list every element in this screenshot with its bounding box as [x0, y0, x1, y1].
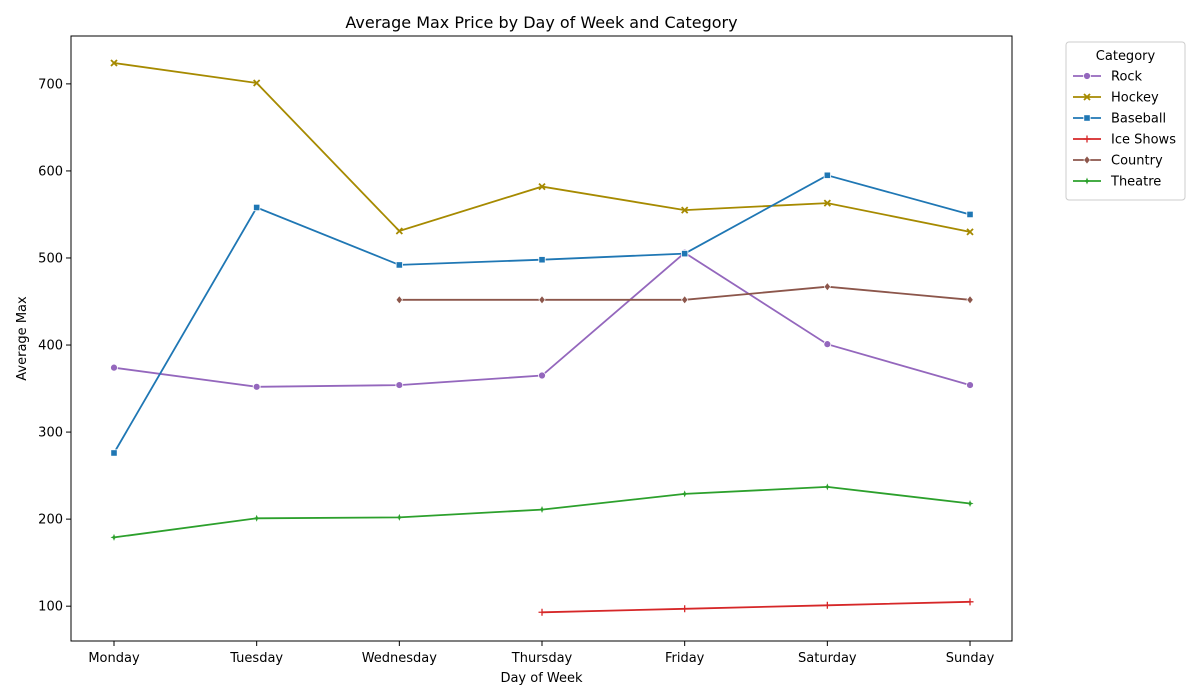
legend-entry-country: Country: [1073, 154, 1163, 169]
legend-marker: [1083, 135, 1091, 143]
x-tick-label: Friday: [665, 651, 705, 666]
x-tick-label: Wednesday: [362, 651, 438, 666]
legend-marker: [1083, 114, 1091, 122]
data-point-country-wednesday: [395, 295, 403, 305]
legend-marker: [1083, 177, 1091, 185]
y-tick-label: 600: [38, 164, 63, 179]
data-point-hockey-wednesday: [395, 227, 403, 235]
data-point-theatre-tuesday: [253, 514, 261, 522]
data-point-country-friday: [681, 295, 689, 305]
data-point-baseball-tuesday: [253, 203, 261, 212]
series-line-baseball: [113, 174, 971, 454]
legend-label: Country: [1111, 154, 1163, 169]
legend-label: Baseball: [1111, 112, 1166, 127]
series-line-ice-shows: [541, 600, 971, 614]
series-rock: [110, 248, 974, 391]
data-point-hockey-monday: [110, 59, 118, 67]
x-axis: Monday Tuesday Wednesday Thursday Friday Satu…: [88, 641, 995, 666]
legend-title: Category: [1096, 49, 1156, 64]
y-tick-label: 200: [38, 513, 63, 528]
x-tick-label: Thursday: [511, 651, 573, 666]
legend-marker: [1083, 93, 1091, 101]
x-tick-label: Saturday: [798, 651, 857, 666]
data-point-theatre-wednesday: [395, 513, 403, 521]
data-point-ice-shows-friday: [681, 605, 689, 613]
plot-area: [110, 59, 974, 616]
y-tick-label: 700: [38, 77, 63, 92]
plot-frame: [70, 35, 1013, 642]
y-tick-label: 300: [38, 426, 63, 441]
legend-label: Theatre: [1110, 175, 1161, 190]
legend-entry-theatre: Theatre: [1073, 175, 1161, 190]
data-point-theatre-thursday: [538, 506, 546, 514]
data-point-rock-monday: [110, 363, 118, 372]
data-point-rock-thursday: [538, 371, 546, 380]
data-point-hockey-tuesday: [253, 79, 261, 87]
data-point-baseball-wednesday: [395, 261, 403, 269]
series-country: [395, 282, 974, 305]
data-point-ice-shows-sunday: [966, 598, 974, 606]
data-point-rock-wednesday: [395, 381, 404, 389]
data-point-country-thursday: [538, 295, 546, 305]
data-point-hockey-sunday: [966, 228, 974, 236]
data-point-baseball-monday: [110, 449, 118, 457]
series-theatre: [110, 483, 974, 541]
data-point-rock-tuesday: [252, 382, 261, 391]
data-point-baseball-friday: [681, 250, 689, 258]
legend-label: Hockey: [1111, 91, 1159, 106]
data-point-hockey-friday: [681, 206, 689, 214]
data-point-country-sunday: [966, 295, 974, 305]
data-point-theatre-monday: [110, 533, 118, 541]
legend-entry-hockey: Hockey: [1073, 91, 1159, 106]
data-point-theatre-friday: [681, 490, 689, 498]
data-point-rock-saturday: [823, 340, 832, 349]
data-point-hockey-saturday: [823, 199, 831, 207]
legend-entry-baseball: Baseball: [1073, 112, 1166, 127]
x-tick-label: Tuesday: [229, 651, 283, 666]
data-point-baseball-thursday: [538, 256, 546, 264]
series-ice-shows: [538, 598, 974, 616]
x-tick-label: Sunday: [946, 651, 995, 666]
chart-title: Average Max Price by Day of Week and Cat…: [345, 13, 737, 32]
y-axis: 100 200 300 400 500 600 700: [38, 77, 71, 615]
series-baseball: [110, 171, 974, 457]
legend: Category Rock Hockey Baseball Ice Shows Count…: [1065, 41, 1186, 201]
x-tick-label: Monday: [88, 651, 140, 666]
series-hockey: [110, 59, 974, 236]
data-point-country-saturday: [823, 282, 831, 292]
data-point-baseball-saturday: [823, 171, 831, 179]
legend-label: Rock: [1111, 70, 1143, 85]
legend-entry-ice-shows: Ice Shows: [1073, 133, 1176, 148]
legend-marker: [1083, 155, 1091, 165]
x-axis-title: Day of Week: [500, 671, 583, 686]
legend-label: Ice Shows: [1111, 133, 1176, 148]
y-tick-label: 500: [38, 251, 63, 266]
data-point-hockey-thursday: [538, 182, 546, 191]
legend-marker: [1083, 72, 1091, 80]
y-axis-title: Average Max: [15, 296, 30, 381]
series-line-rock: [113, 251, 971, 388]
legend-entry-rock: Rock: [1073, 70, 1143, 85]
data-point-baseball-sunday: [966, 210, 974, 219]
data-point-ice-shows-saturday: [823, 601, 831, 609]
data-point-ice-shows-thursday: [538, 608, 546, 616]
y-tick-label: 100: [38, 600, 63, 615]
data-point-theatre-saturday: [823, 483, 831, 491]
data-point-theatre-sunday: [966, 499, 974, 507]
data-point-rock-sunday: [966, 381, 974, 389]
y-tick-label: 400: [38, 339, 63, 354]
series-line-hockey: [113, 62, 971, 233]
